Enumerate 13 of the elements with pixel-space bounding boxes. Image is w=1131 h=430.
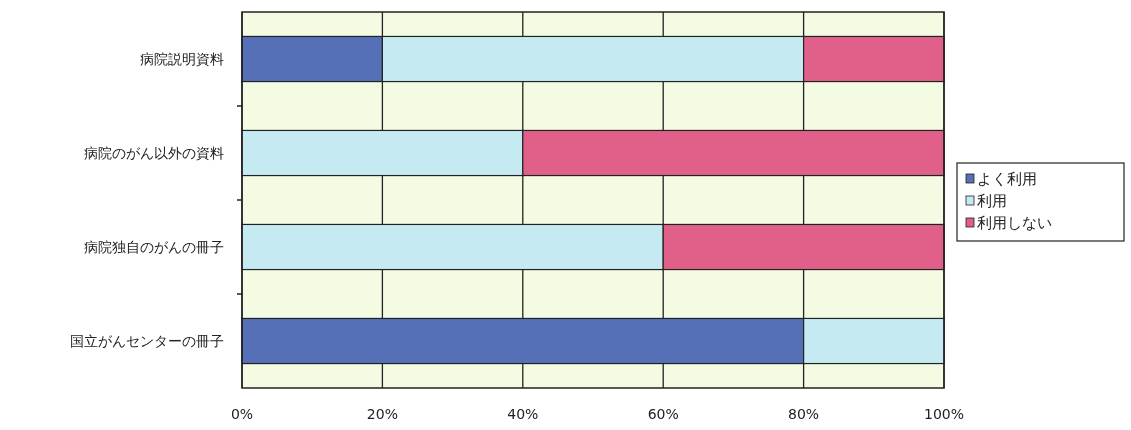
x-tick-label: 100% [923, 406, 965, 422]
y-tick-label: 病院独自のがんの冊子 [84, 239, 224, 255]
x-tick-label: 20% [366, 406, 398, 422]
y-tick-label: 病院説明資料 [140, 51, 224, 67]
legend-label: よく利用 [977, 170, 1037, 188]
x-tick-label: 40% [507, 406, 539, 422]
legend-label: 利用 [977, 192, 1007, 210]
x-tick-label: 0% [230, 406, 254, 422]
y-tick-label: 病院のがん以外の資料 [84, 145, 224, 161]
legend-label: 利用しない [977, 214, 1052, 232]
x-tick-label: 60% [647, 406, 679, 422]
y-tick-label: 国立がんセンターの冊子 [70, 333, 224, 349]
x-tick-label: 80% [788, 406, 820, 422]
